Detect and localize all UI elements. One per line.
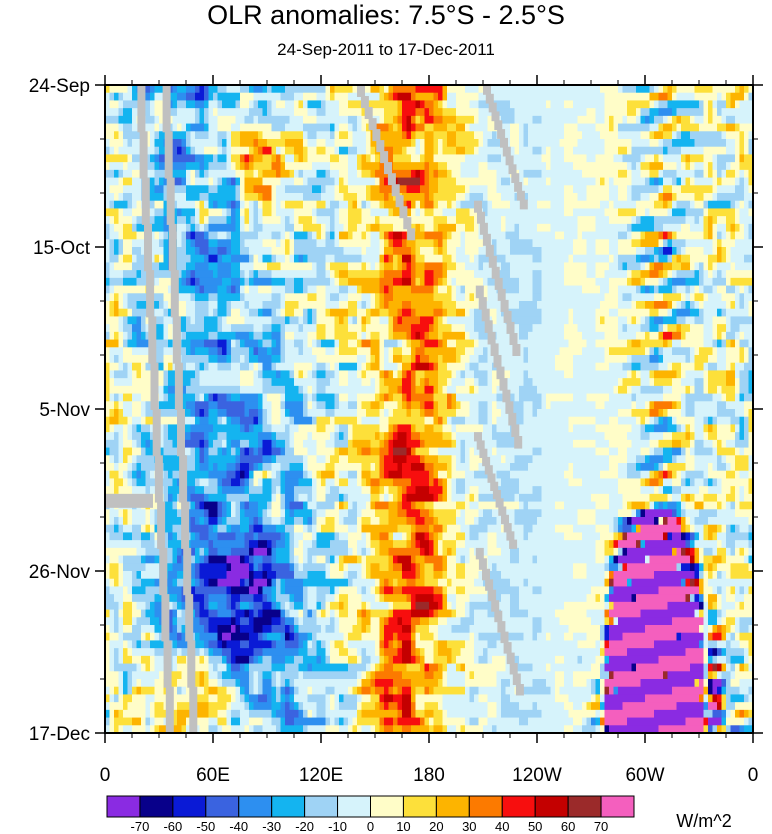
- colorbar-swatch: [238, 795, 273, 818]
- colorbar-level-label: 40: [495, 819, 509, 834]
- colorbar-swatch: [534, 795, 569, 818]
- colorbar-level-label: 50: [528, 819, 542, 834]
- colorbar-swatch: [402, 795, 437, 818]
- colorbar-level-label: -70: [131, 819, 150, 834]
- colorbar-swatch: [106, 795, 141, 818]
- colorbar-swatch: [139, 795, 174, 818]
- colorbar-swatch: [600, 795, 635, 818]
- x-tick-label: 60E: [196, 765, 230, 786]
- colorbar-level-label: -60: [163, 819, 182, 834]
- x-axis: 0 60E 120E 180 120W 60W 0: [100, 75, 759, 786]
- colorbar-level-label: 20: [429, 819, 443, 834]
- colorbar-swatch: [435, 795, 470, 818]
- colorbar-swatch: [370, 795, 404, 818]
- x-tick-label: 120W: [512, 765, 562, 786]
- chart-subtitle: 24-Sep-2011 to 17-Dec-2011: [277, 40, 495, 59]
- colorbar-level-label: 30: [462, 819, 476, 834]
- y-tick-label: 26-Nov: [29, 562, 91, 583]
- colorbar-swatch: [172, 795, 207, 818]
- y-tick-label: 15-Oct: [33, 238, 91, 259]
- x-tick-label: 60W: [625, 765, 664, 786]
- colorbar-units: W/m^2: [676, 811, 731, 831]
- y-tick-label: 24-Sep: [29, 76, 90, 97]
- chart-title: OLR anomalies: 7.5°S - 2.5°S: [207, 0, 565, 30]
- colorbar-swatch: [567, 795, 602, 818]
- colorbar-level-label: -10: [328, 819, 347, 834]
- colorbar-swatch: [468, 795, 503, 818]
- colorbar-level-label: -30: [262, 819, 281, 834]
- x-tick-label: 0: [748, 765, 759, 786]
- x-tick-label: 0: [100, 765, 111, 786]
- y-axis: 24-Sep 15-Oct 5-Nov 26-Nov 17-Dec: [29, 76, 763, 745]
- colorbar-swatch: [501, 795, 536, 818]
- colorbar-level-label: 10: [396, 819, 410, 834]
- x-tick-label: 120E: [299, 765, 343, 786]
- colorbar-level-label: -40: [229, 819, 248, 834]
- colorbar: -70 -60 -50 -40 -30 -20 -10 0 10 20 30 40 50 60 70: [106, 795, 635, 834]
- colorbar-level-label: -50: [196, 819, 215, 834]
- colorbar-level-label: 0: [367, 819, 374, 834]
- y-tick-label: 5-Nov: [39, 400, 90, 421]
- y-tick-label: 17-Dec: [29, 724, 90, 745]
- colorbar-level-label: -20: [295, 819, 314, 834]
- colorbar-level-label: 60: [561, 819, 575, 834]
- colorbar-level-label: 70: [594, 819, 608, 834]
- missing-data-stripes: [105, 85, 528, 733]
- colorbar-swatch: [304, 795, 339, 818]
- x-tick-label: 180: [413, 765, 445, 786]
- colorbar-swatch: [337, 795, 371, 818]
- anomaly-field: [105, 85, 753, 733]
- colorbar-swatch: [271, 795, 306, 818]
- colorbar-swatch: [205, 795, 240, 818]
